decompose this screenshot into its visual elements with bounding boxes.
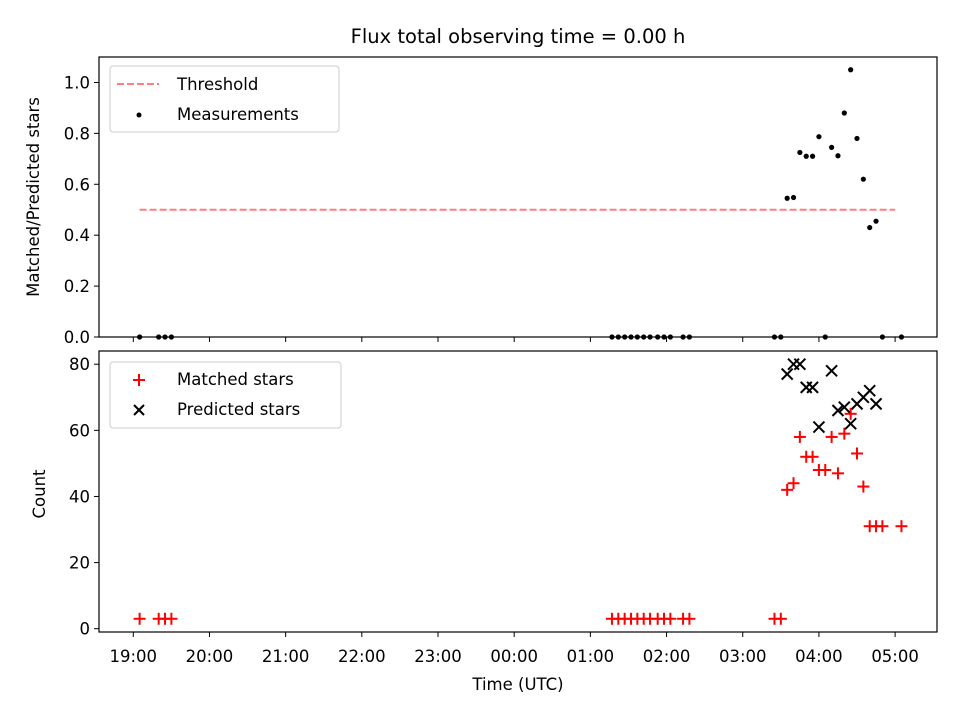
matched-star-point [133,612,146,625]
legend-predicted-swatch [133,404,145,416]
matched-star-point [165,612,178,625]
measurement-point [848,67,854,73]
matched-star-point [664,612,677,625]
ratio-legend: Threshold Measurements [109,65,340,133]
matched-star-point [876,520,889,533]
measurement-point [797,149,803,156]
measurement-point [829,144,835,150]
ratio-panel: 0.0 0.2 0.4 0.6 0.8 1.0 Matched/Predicted sta… [24,56,938,347]
predicted-star-point [812,420,826,434]
legend-threshold-label: Threshold [176,75,258,94]
measurement-point [816,134,822,140]
legend-measurements-label: Measurements [177,105,299,124]
x-tick-label: 02:00 [643,647,691,666]
measurement-point [790,194,797,201]
matched-star-point [787,477,800,490]
predicted-star-point [863,384,876,397]
matched-star-point [825,430,838,443]
ratio-y-tick-label: 0.4 [64,226,90,245]
ratio-y-tick-label: 0.2 [64,277,90,296]
predicted-star-point [793,358,807,371]
x-tick-label: 21:00 [262,647,310,666]
x-axis-label: Time (UTC) [471,675,563,694]
matched-star-point [819,464,832,477]
matched-star-point [851,447,864,460]
measurement-point [841,110,847,116]
matched-star-point [774,612,787,625]
measurement-point [867,224,873,231]
x-tick-label: 19:00 [110,647,158,666]
matched-star-point [844,407,857,420]
count-panel-frame [98,350,938,633]
ratio-y-tick-label: 0.8 [64,124,90,143]
predicted-star-point [780,367,794,381]
legend-matched-label: Matched stars [177,370,294,389]
x-tick-label: 00:00 [490,647,538,666]
x-tick-label: 01:00 [567,647,615,666]
predicted-star-point [838,400,851,414]
ratio-y-tick-label: 0.6 [64,175,90,194]
count-legend-box [109,361,342,429]
matched-star-point [793,430,806,443]
chart-title: Flux total observing time = 0.00 h [351,25,686,48]
count-y-tick-label: 40 [69,487,90,506]
predicted-star-point [831,404,845,417]
predicted-star-point [869,397,883,411]
count-legend: Matched stars Predicted stars [109,361,342,429]
measurement-point [835,153,841,159]
x-tick-label: 05:00 [871,647,919,666]
matched-star-point [781,483,794,496]
ratio-y-tick-label: 0.0 [64,328,90,347]
predicted-star-point [844,417,857,430]
ratio-panel-frame [98,56,938,338]
x-tick-label: 22:00 [338,647,386,666]
legend-measurements-swatch [136,112,142,118]
ratio-legend-box [109,65,340,133]
measurement-point [854,135,860,142]
ratio-y-axis-label: Matched/Predicted stars [24,97,43,297]
predicted-star-point [825,364,838,378]
measurement-point [860,176,866,182]
matched-star-point [683,612,696,625]
count-y-tick-label: 20 [69,554,90,573]
count-y-tick-label: 0 [80,620,91,639]
x-tick-label: 04:00 [795,647,843,666]
x-tick-label: 03:00 [719,647,767,666]
x-tick-label: 23:00 [414,647,462,666]
matched-star-point [831,467,844,480]
matched-star-point [857,480,870,493]
measurement-point [873,218,879,224]
count-y-axis-label: Count [30,469,49,519]
predicted-star-point [806,381,819,394]
measurement-point [784,195,790,201]
matched-star-point [895,520,908,533]
count-panel: 0 20 40 60 80 19:00 20:00 21:00 22:00 23:00 00:00 0… [30,350,938,694]
count-y-tick-label: 80 [69,355,90,374]
matched-star-point [838,427,851,440]
measurement-point [809,153,816,159]
legend-predicted-label: Predicted stars [177,400,300,419]
matched-star-point [806,450,819,463]
measurement-point [803,153,809,159]
x-tick-label: 20:00 [186,647,234,666]
ratio-y-tick-label: 1.0 [64,73,90,92]
count-y-tick-label: 60 [69,421,90,440]
legend-matched-swatch [133,374,145,386]
